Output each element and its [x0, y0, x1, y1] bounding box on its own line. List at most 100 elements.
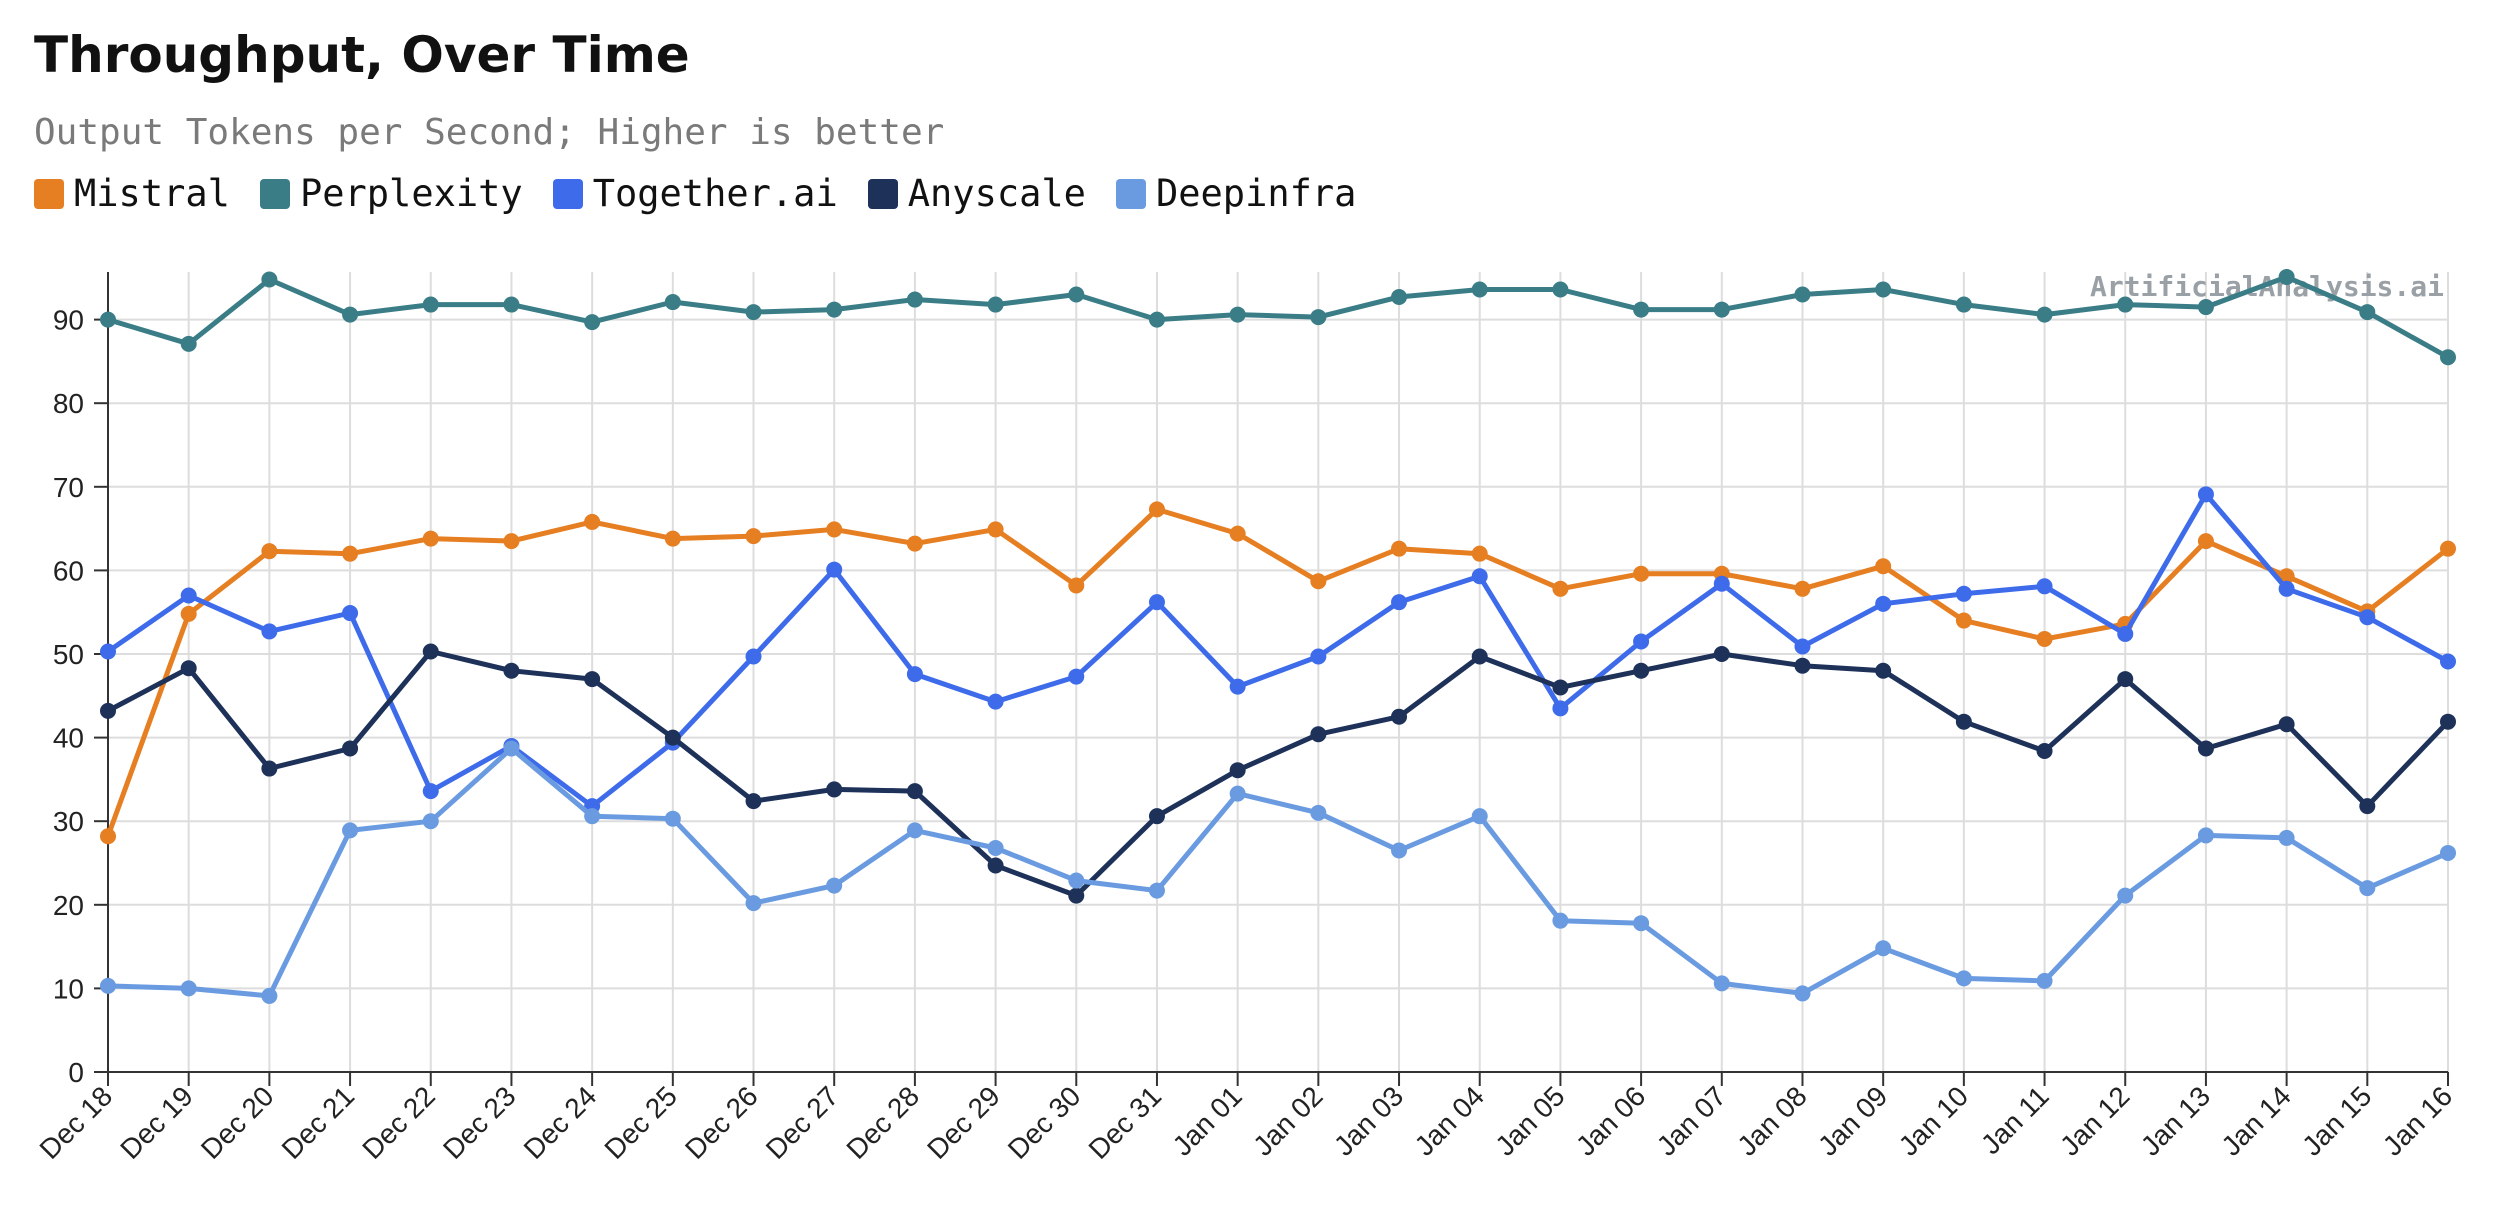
data-point-perplexity[interactable]	[1875, 281, 1892, 298]
legend-item-perplexity[interactable]: Perplexity	[259, 172, 523, 215]
data-point-anyscale[interactable]	[2197, 740, 2214, 757]
data-point-anyscale[interactable]	[1310, 726, 1327, 743]
data-point-anyscale[interactable]	[503, 662, 520, 679]
data-point-deepinfra[interactable]	[987, 839, 1004, 856]
data-point-together-ai[interactable]	[1552, 700, 1569, 717]
data-point-perplexity[interactable]	[1068, 286, 1085, 303]
data-point-together-ai[interactable]	[1633, 633, 1650, 650]
data-point-perplexity[interactable]	[503, 296, 520, 313]
data-point-deepinfra[interactable]	[1955, 970, 1972, 987]
data-point-together-ai[interactable]	[1955, 585, 1972, 602]
data-point-deepinfra[interactable]	[2440, 844, 2456, 861]
data-point-mistral[interactable]	[100, 828, 116, 845]
legend-item-deepinfra[interactable]: Deepinfra	[1115, 172, 1356, 215]
data-point-perplexity[interactable]	[1229, 306, 1246, 323]
data-point-anyscale[interactable]	[1955, 713, 1972, 730]
data-point-perplexity[interactable]	[2278, 268, 2295, 285]
data-point-deepinfra[interactable]	[2359, 880, 2376, 897]
data-point-mistral[interactable]	[987, 521, 1004, 538]
data-point-anyscale[interactable]	[2117, 671, 2134, 688]
data-point-deepinfra[interactable]	[100, 977, 116, 994]
data-point-mistral[interactable]	[826, 521, 843, 538]
data-point-deepinfra[interactable]	[2278, 829, 2295, 846]
data-point-mistral[interactable]	[1875, 558, 1892, 575]
data-point-mistral[interactable]	[745, 528, 762, 545]
data-point-deepinfra[interactable]	[2197, 827, 2214, 844]
data-point-mistral[interactable]	[1068, 577, 1085, 594]
data-point-mistral[interactable]	[503, 533, 520, 550]
data-point-mistral[interactable]	[1391, 540, 1408, 557]
data-point-mistral[interactable]	[2036, 630, 2053, 647]
data-point-perplexity[interactable]	[2117, 296, 2134, 313]
data-point-anyscale[interactable]	[342, 740, 359, 757]
data-point-mistral[interactable]	[2440, 540, 2456, 557]
data-point-perplexity[interactable]	[664, 294, 681, 311]
data-point-together-ai[interactable]	[422, 783, 439, 800]
data-point-deepinfra[interactable]	[664, 810, 681, 827]
data-point-perplexity[interactable]	[1148, 311, 1165, 328]
data-point-anyscale[interactable]	[1148, 808, 1165, 825]
data-point-mistral[interactable]	[584, 513, 601, 530]
data-point-deepinfra[interactable]	[1068, 872, 1085, 889]
data-point-anyscale[interactable]	[1391, 708, 1408, 725]
data-point-anyscale[interactable]	[422, 643, 439, 660]
data-point-deepinfra[interactable]	[1794, 985, 1811, 1002]
data-point-anyscale[interactable]	[1229, 762, 1246, 779]
data-point-perplexity[interactable]	[1552, 281, 1569, 298]
data-point-deepinfra[interactable]	[826, 877, 843, 894]
data-point-together-ai[interactable]	[745, 648, 762, 665]
data-point-perplexity[interactable]	[2440, 349, 2456, 366]
data-point-mistral[interactable]	[1310, 573, 1327, 590]
data-point-anyscale[interactable]	[180, 660, 197, 677]
data-point-together-ai[interactable]	[2359, 609, 2376, 626]
data-point-mistral[interactable]	[422, 530, 439, 547]
data-point-anyscale[interactable]	[2278, 716, 2295, 733]
data-point-perplexity[interactable]	[100, 311, 116, 328]
data-point-mistral[interactable]	[1552, 580, 1569, 597]
data-point-together-ai[interactable]	[180, 587, 197, 604]
data-point-mistral[interactable]	[2278, 568, 2295, 585]
data-point-perplexity[interactable]	[1794, 286, 1811, 303]
data-point-together-ai[interactable]	[1148, 594, 1165, 611]
data-point-deepinfra[interactable]	[342, 822, 359, 839]
data-point-deepinfra[interactable]	[261, 987, 278, 1004]
data-point-perplexity[interactable]	[1955, 296, 1972, 313]
data-point-together-ai[interactable]	[2278, 580, 2295, 597]
data-point-mistral[interactable]	[1955, 612, 1972, 629]
data-point-anyscale[interactable]	[2440, 713, 2456, 730]
data-point-anyscale[interactable]	[100, 702, 116, 719]
data-point-anyscale[interactable]	[1471, 648, 1488, 665]
data-point-deepinfra[interactable]	[584, 808, 601, 825]
data-point-mistral[interactable]	[1148, 501, 1165, 518]
data-point-anyscale[interactable]	[1875, 662, 1892, 679]
data-point-deepinfra[interactable]	[745, 895, 762, 912]
data-point-anyscale[interactable]	[826, 781, 843, 798]
data-point-anyscale[interactable]	[1633, 662, 1650, 679]
data-point-deepinfra[interactable]	[1148, 882, 1165, 899]
data-point-deepinfra[interactable]	[1552, 912, 1569, 929]
data-point-mistral[interactable]	[261, 543, 278, 560]
data-point-anyscale[interactable]	[745, 793, 762, 810]
data-point-mistral[interactable]	[1229, 525, 1246, 542]
data-point-perplexity[interactable]	[2036, 306, 2053, 323]
data-point-together-ai[interactable]	[987, 693, 1004, 710]
data-point-together-ai[interactable]	[2197, 486, 2214, 503]
data-point-perplexity[interactable]	[906, 291, 923, 308]
data-point-mistral[interactable]	[1471, 545, 1488, 562]
data-point-deepinfra[interactable]	[1310, 804, 1327, 821]
data-point-perplexity[interactable]	[1713, 301, 1730, 318]
data-point-together-ai[interactable]	[100, 643, 116, 660]
data-point-together-ai[interactable]	[2117, 625, 2134, 642]
data-point-deepinfra[interactable]	[1471, 808, 1488, 825]
data-point-together-ai[interactable]	[261, 623, 278, 640]
data-point-perplexity[interactable]	[180, 335, 197, 352]
data-point-deepinfra[interactable]	[2036, 972, 2053, 989]
data-point-together-ai[interactable]	[2440, 653, 2456, 670]
data-point-anyscale[interactable]	[1552, 679, 1569, 696]
data-point-perplexity[interactable]	[1471, 281, 1488, 298]
data-point-deepinfra[interactable]	[906, 822, 923, 839]
data-point-together-ai[interactable]	[1875, 595, 1892, 612]
data-point-anyscale[interactable]	[584, 671, 601, 688]
data-point-mistral[interactable]	[342, 545, 359, 562]
data-point-anyscale[interactable]	[1794, 657, 1811, 674]
